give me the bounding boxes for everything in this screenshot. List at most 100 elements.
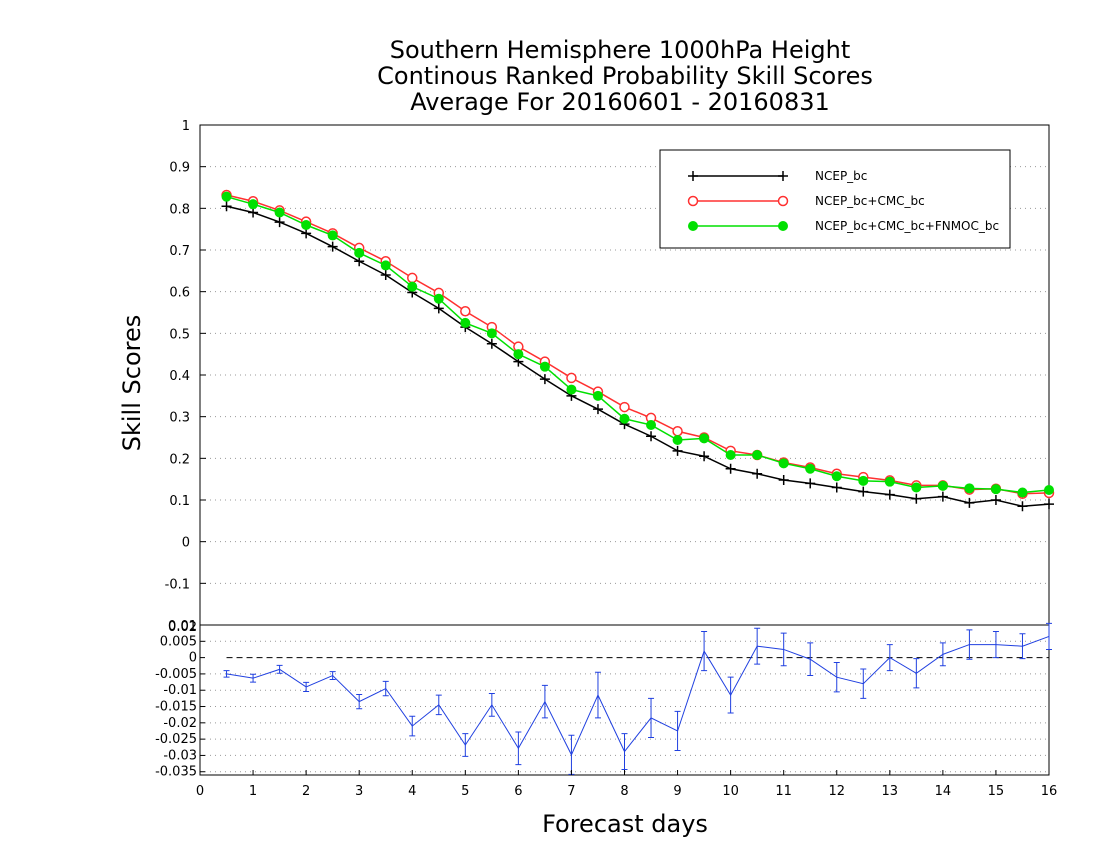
legend-box <box>659 149 1011 249</box>
legend-item-ncep-cmc: NCEP_bc+CMC_bc <box>687 194 925 208</box>
legend-marker-ncep-cmc-left <box>687 195 699 207</box>
series-point-filled-circle <box>725 450 736 460</box>
skill-score-panel: 1 0.9 0.8 0.7 0.6 0.5 0.4 0.3 0.2 0.1 0 -0.1 <box>165 119 1055 626</box>
top-y-tick-label: 0.6 <box>169 286 190 301</box>
difference-error-bar <box>276 664 283 674</box>
series-point-plus <box>539 374 550 385</box>
bottom-y-tick-label: 0.005 <box>160 634 197 649</box>
series-point-filled-circle <box>858 475 869 486</box>
series-point-filled-circle <box>964 483 975 494</box>
bottom-y-tick-label: -0.005 <box>155 667 197 682</box>
series-point-filled-circle <box>354 247 365 258</box>
series-point-plus <box>884 489 895 500</box>
difference-error-bar <box>913 658 920 689</box>
series-point-filled-circle <box>221 191 232 202</box>
difference-error-bar <box>807 642 814 677</box>
legend-item-ncep-cmc-fnmoc: NCEP_bc+CMC_bc+FNMOC_bc <box>688 219 999 233</box>
x-tick-label: 1 <box>249 784 257 799</box>
bottom-top-tick-label: 0.01 <box>168 619 197 634</box>
series-point-filled-circle <box>937 480 948 491</box>
difference-error-bar <box>754 627 761 665</box>
series-point-plus <box>699 451 710 462</box>
top-y-tick-label: 0.3 <box>169 411 190 426</box>
series-point-filled-circle <box>380 260 391 271</box>
series-point-plus <box>380 270 391 280</box>
series-point-plus <box>937 491 948 502</box>
bottom-y-tick-label: -0.03 <box>163 748 197 763</box>
series-point-filled-circle <box>513 349 524 360</box>
difference-error-bar <box>621 733 628 770</box>
difference-error-bar <box>648 697 655 738</box>
series-point-filled-circle <box>274 207 285 218</box>
series-point-plus <box>911 493 922 504</box>
series-point-filled-circle <box>1017 487 1028 498</box>
series-point-filled-circle <box>884 476 895 487</box>
series-point-open-circle <box>619 401 630 413</box>
difference-error-bar <box>701 631 708 672</box>
difference-error-bar <box>966 629 973 660</box>
series-point-filled-circle <box>752 450 763 460</box>
difference-error-bar <box>992 631 999 659</box>
difference-error-bar <box>515 731 522 766</box>
difference-error-bar <box>886 644 893 672</box>
top-y-tick-label: 0.5 <box>169 327 190 342</box>
bottom-y-tick-label: -0.015 <box>155 700 197 715</box>
x-tick-label: 11 <box>775 784 792 799</box>
difference-error-bar <box>356 693 363 710</box>
difference-error-bar <box>409 715 416 737</box>
x-tick-label: 7 <box>567 784 575 799</box>
difference-error-bar <box>1019 633 1026 660</box>
series-point-filled-circle <box>831 471 842 482</box>
legend-marker-ncep-cmc-fnmoc-right <box>778 221 788 231</box>
series-point-plus <box>990 495 1001 505</box>
series-point-filled-circle <box>990 484 1001 495</box>
series-point-plus <box>1017 501 1028 512</box>
series-point-plus <box>221 201 232 212</box>
difference-error-bar <box>382 680 389 697</box>
series-point-filled-circle <box>248 199 259 210</box>
difference-error-bar <box>568 734 575 775</box>
series-line-0 <box>226 205 1050 508</box>
series-point-filled-circle <box>407 281 418 292</box>
legend-label-ncep-bc: NCEP_bc <box>815 169 867 183</box>
series-point-open-circle <box>460 306 471 317</box>
series-point-filled-circle <box>566 384 577 395</box>
legend-marker-ncep-bc <box>688 171 788 181</box>
x-tick-label: 9 <box>673 784 681 799</box>
top-y-tick-label: 0.9 <box>169 161 190 176</box>
legend-label-ncep-cmc-fnmoc: NCEP_bc+CMC_bc+FNMOC_bc <box>815 219 999 233</box>
series-point-plus <box>486 338 497 349</box>
difference-error-bar <box>250 673 257 683</box>
difference-error-bar <box>488 692 495 717</box>
difference-error-bar <box>674 710 681 752</box>
series-point-plus <box>1044 499 1054 510</box>
top-y-tick-label: -0.1 <box>165 577 190 592</box>
series-point-filled-circle <box>672 435 683 445</box>
series-point-open-circle <box>672 426 683 437</box>
chart-title-line-3: Average For 20160601 - 20160831 <box>410 88 830 116</box>
series-point-plus <box>831 482 842 493</box>
series-point-filled-circle <box>592 390 603 401</box>
top-y-tick-label: 0.7 <box>169 244 190 259</box>
series-point-plus <box>964 497 975 508</box>
difference-error-bar <box>833 662 840 693</box>
score-difference-panel: 0.0050-0.005-0.01-0.015-0.02-0.025-0.03-… <box>155 619 1057 799</box>
series-point-filled-circle <box>486 328 497 339</box>
difference-error-bar <box>860 668 867 699</box>
difference-error-bar <box>462 733 469 757</box>
x-tick-label: 14 <box>935 784 952 799</box>
series-point-filled-circle <box>460 317 471 328</box>
difference-error-bar <box>780 632 787 667</box>
difference-error-bar <box>727 676 734 714</box>
bottom-y-tick-label: -0.01 <box>163 683 197 698</box>
series-point-plus <box>327 241 338 252</box>
chart-title-line-1: Southern Hemisphere 1000hPa Height <box>390 36 850 64</box>
series-point-filled-circle <box>433 293 444 304</box>
series-point-plus <box>858 486 869 497</box>
series-point-plus <box>592 404 603 415</box>
x-tick-label: 0 <box>196 784 204 799</box>
difference-error-bar <box>1046 622 1052 650</box>
series-point-open-circle <box>566 372 577 384</box>
series-point-plus <box>805 478 816 489</box>
difference-error-bar <box>541 684 548 719</box>
